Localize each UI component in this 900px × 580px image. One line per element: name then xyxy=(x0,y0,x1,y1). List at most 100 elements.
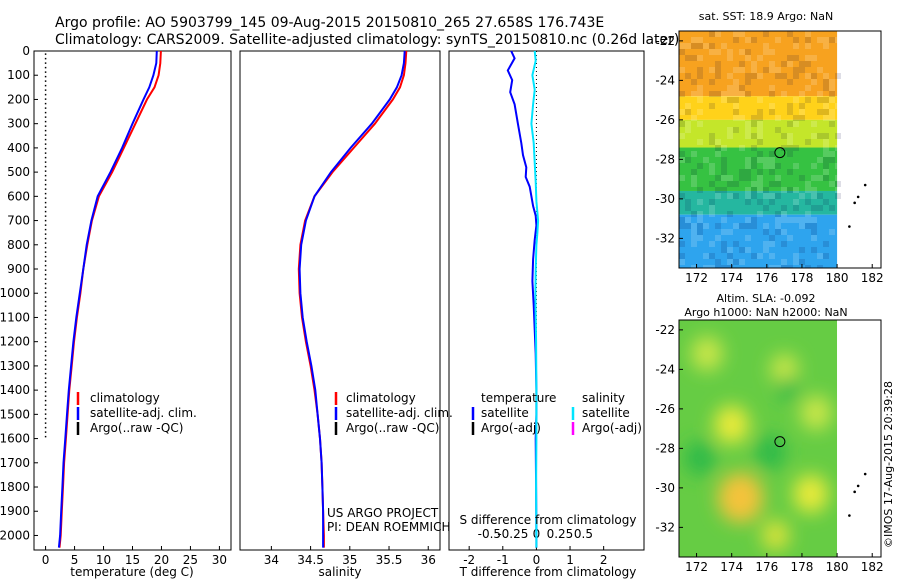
sst-cell-texture xyxy=(805,199,811,205)
sst-cell-texture xyxy=(775,211,781,217)
project-label: US ARGO PROJECT xyxy=(327,506,439,520)
sst-cell-texture xyxy=(679,217,685,223)
sst-cell-texture xyxy=(757,199,763,205)
sst-cell-texture xyxy=(793,73,799,79)
sst-cell-texture xyxy=(745,133,751,139)
longitude-tick-label: 172 xyxy=(685,560,708,574)
sst-cell-texture xyxy=(781,211,787,217)
sst-cell-texture xyxy=(739,247,745,253)
depth-tick-label: 600 xyxy=(7,189,30,203)
sst-band xyxy=(679,214,838,268)
sst-cell-texture xyxy=(781,217,787,223)
sst-cell-texture xyxy=(793,67,799,73)
sst-cell-texture xyxy=(715,193,721,199)
sst-cell-texture xyxy=(697,199,703,205)
sst-cell-texture xyxy=(685,73,691,79)
legend-label-s-argo: Argo(-adj) xyxy=(582,421,642,435)
sst-cell-texture xyxy=(733,31,739,37)
sla-anomaly-blob xyxy=(714,405,750,444)
difference-axes-frame xyxy=(448,50,645,551)
sst-cell-texture xyxy=(787,235,793,241)
sst-cell-texture xyxy=(769,151,775,157)
sst-cell-texture xyxy=(829,97,835,103)
sst-cell-texture xyxy=(769,193,775,199)
sst-cell-texture xyxy=(697,187,703,193)
sst-cell-texture xyxy=(799,67,805,73)
sst-cell-texture xyxy=(685,43,691,49)
longitude-tick-label: 172 xyxy=(685,271,708,285)
sst-cell-texture xyxy=(775,115,781,121)
sst-cell-texture xyxy=(805,217,811,223)
sst-cell-texture xyxy=(757,109,763,115)
sst-cell-texture xyxy=(739,115,745,121)
sst-cell-texture xyxy=(685,127,691,133)
sst-cell-texture xyxy=(817,157,823,163)
longitude-tick-label: 174 xyxy=(720,560,743,574)
island-mark xyxy=(848,225,851,228)
sst-cell-texture xyxy=(775,163,781,169)
sst-cell-texture xyxy=(763,31,769,37)
sst-cell-texture xyxy=(811,229,817,235)
sst-cell-texture xyxy=(787,61,793,67)
sst-cell-texture xyxy=(727,91,733,97)
sst-cell-texture xyxy=(733,97,739,103)
sst-cell-texture xyxy=(781,133,787,139)
difference-panel: -2 -1 0 1 2 -0.5-0.25 0 0.25 0.5 T difference f… xyxy=(448,50,645,579)
sst-cell-texture xyxy=(811,217,817,223)
sst-cell-texture xyxy=(793,199,799,205)
latitude-tick-label: -28 xyxy=(655,152,675,166)
sst-cell-texture xyxy=(811,205,817,211)
sst-cell-texture xyxy=(757,139,763,145)
sst-cell-texture xyxy=(751,145,757,151)
sla-map-title-line1: Altim. SLA: -0.092 xyxy=(716,292,815,305)
salinity-tick-label: 34 xyxy=(264,553,279,567)
sst-cell-texture xyxy=(709,265,715,268)
sst-cell-texture xyxy=(733,193,739,199)
sst-cell-texture xyxy=(745,247,751,253)
sst-cell-texture xyxy=(775,67,781,73)
sst-cell-texture xyxy=(835,37,841,43)
sst-cell-texture xyxy=(787,151,793,157)
sst-cell-texture xyxy=(829,181,835,187)
sst-cell-texture xyxy=(823,85,829,91)
legend-label-satellite: satellite-adj. clim. xyxy=(346,406,453,420)
sst-cell-texture xyxy=(685,199,691,205)
sst-map-axes: 172 174 176 178 180 182 -22 -24 -26 -28 -30 -32 xyxy=(655,34,883,285)
salinity-climatology-line xyxy=(297,50,408,548)
latitude-tick-label: -30 xyxy=(655,481,675,495)
sst-cell-texture xyxy=(775,193,781,199)
legend-label-argo: Argo(..raw -QC) xyxy=(346,421,439,435)
legend-title-salinity: salinity xyxy=(582,391,625,405)
sst-cell-texture xyxy=(763,157,769,163)
depth-tick-label: 1400 xyxy=(0,383,30,397)
sst-cell-texture xyxy=(817,205,823,211)
depth-tick-label: 1800 xyxy=(0,480,30,494)
sst-cell-texture xyxy=(793,187,799,193)
depth-tick-label: 900 xyxy=(7,262,30,276)
sst-cell-texture xyxy=(793,205,799,211)
sst-cell-texture xyxy=(727,193,733,199)
sst-cell-texture xyxy=(805,187,811,193)
sst-cell-texture xyxy=(799,247,805,253)
sst-cell-texture xyxy=(691,175,697,181)
sst-cell-texture xyxy=(703,157,709,163)
sst-cell-texture xyxy=(769,157,775,163)
latitude-tick-label: -24 xyxy=(655,362,675,376)
sst-cell-texture xyxy=(763,187,769,193)
sst-cell-texture xyxy=(787,169,793,175)
sst-cell-texture xyxy=(769,265,775,268)
sst-cell-texture xyxy=(745,49,751,55)
sst-cell-texture xyxy=(739,145,745,151)
sst-cell-texture xyxy=(697,37,703,43)
depth-tick-label: 1500 xyxy=(0,407,30,421)
sst-cell-texture xyxy=(775,265,781,268)
sst-cell-texture xyxy=(805,37,811,43)
sst-cell-texture xyxy=(751,133,757,139)
sst-cell-texture xyxy=(775,127,781,133)
sst-cell-texture xyxy=(709,163,715,169)
sst-band xyxy=(679,119,838,148)
sst-cell-texture xyxy=(811,223,817,229)
sst-cell-texture xyxy=(709,211,715,217)
sst-cell-texture xyxy=(715,187,721,193)
sst-cell-texture xyxy=(715,139,721,145)
